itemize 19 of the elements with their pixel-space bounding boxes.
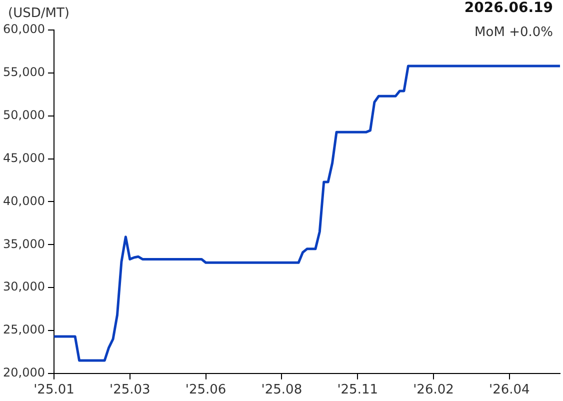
y-tick-label: 50,000	[2, 108, 45, 122]
x-tick-label: '26.04	[489, 382, 530, 398]
y-tick-label: 25,000	[2, 322, 45, 337]
x-tick-label: '25.03	[109, 382, 150, 398]
y-tick-label: 20,000	[2, 366, 45, 380]
y-tick-label: 45,000	[2, 150, 45, 165]
x-tick-label: '25.11	[337, 382, 378, 398]
y-tick-label: 55,000	[2, 65, 45, 80]
y-tick-label: 60,000	[2, 22, 45, 36]
y-tick-label: 30,000	[2, 280, 45, 294]
x-tick-label: '25.08	[261, 382, 302, 398]
chart-subtitle: MoM +0.0%	[474, 25, 553, 40]
chart-title: 2026.06.19	[464, 0, 553, 16]
y-tick-label: 40,000	[2, 194, 45, 208]
y-axis-title: (USD/MT)	[8, 6, 70, 21]
x-tick-label: '25.06	[185, 382, 226, 398]
x-tick-label: '25.01	[34, 382, 74, 398]
x-tick-label: '26.02	[413, 382, 454, 398]
y-tick-label: 35,000	[2, 236, 45, 251]
